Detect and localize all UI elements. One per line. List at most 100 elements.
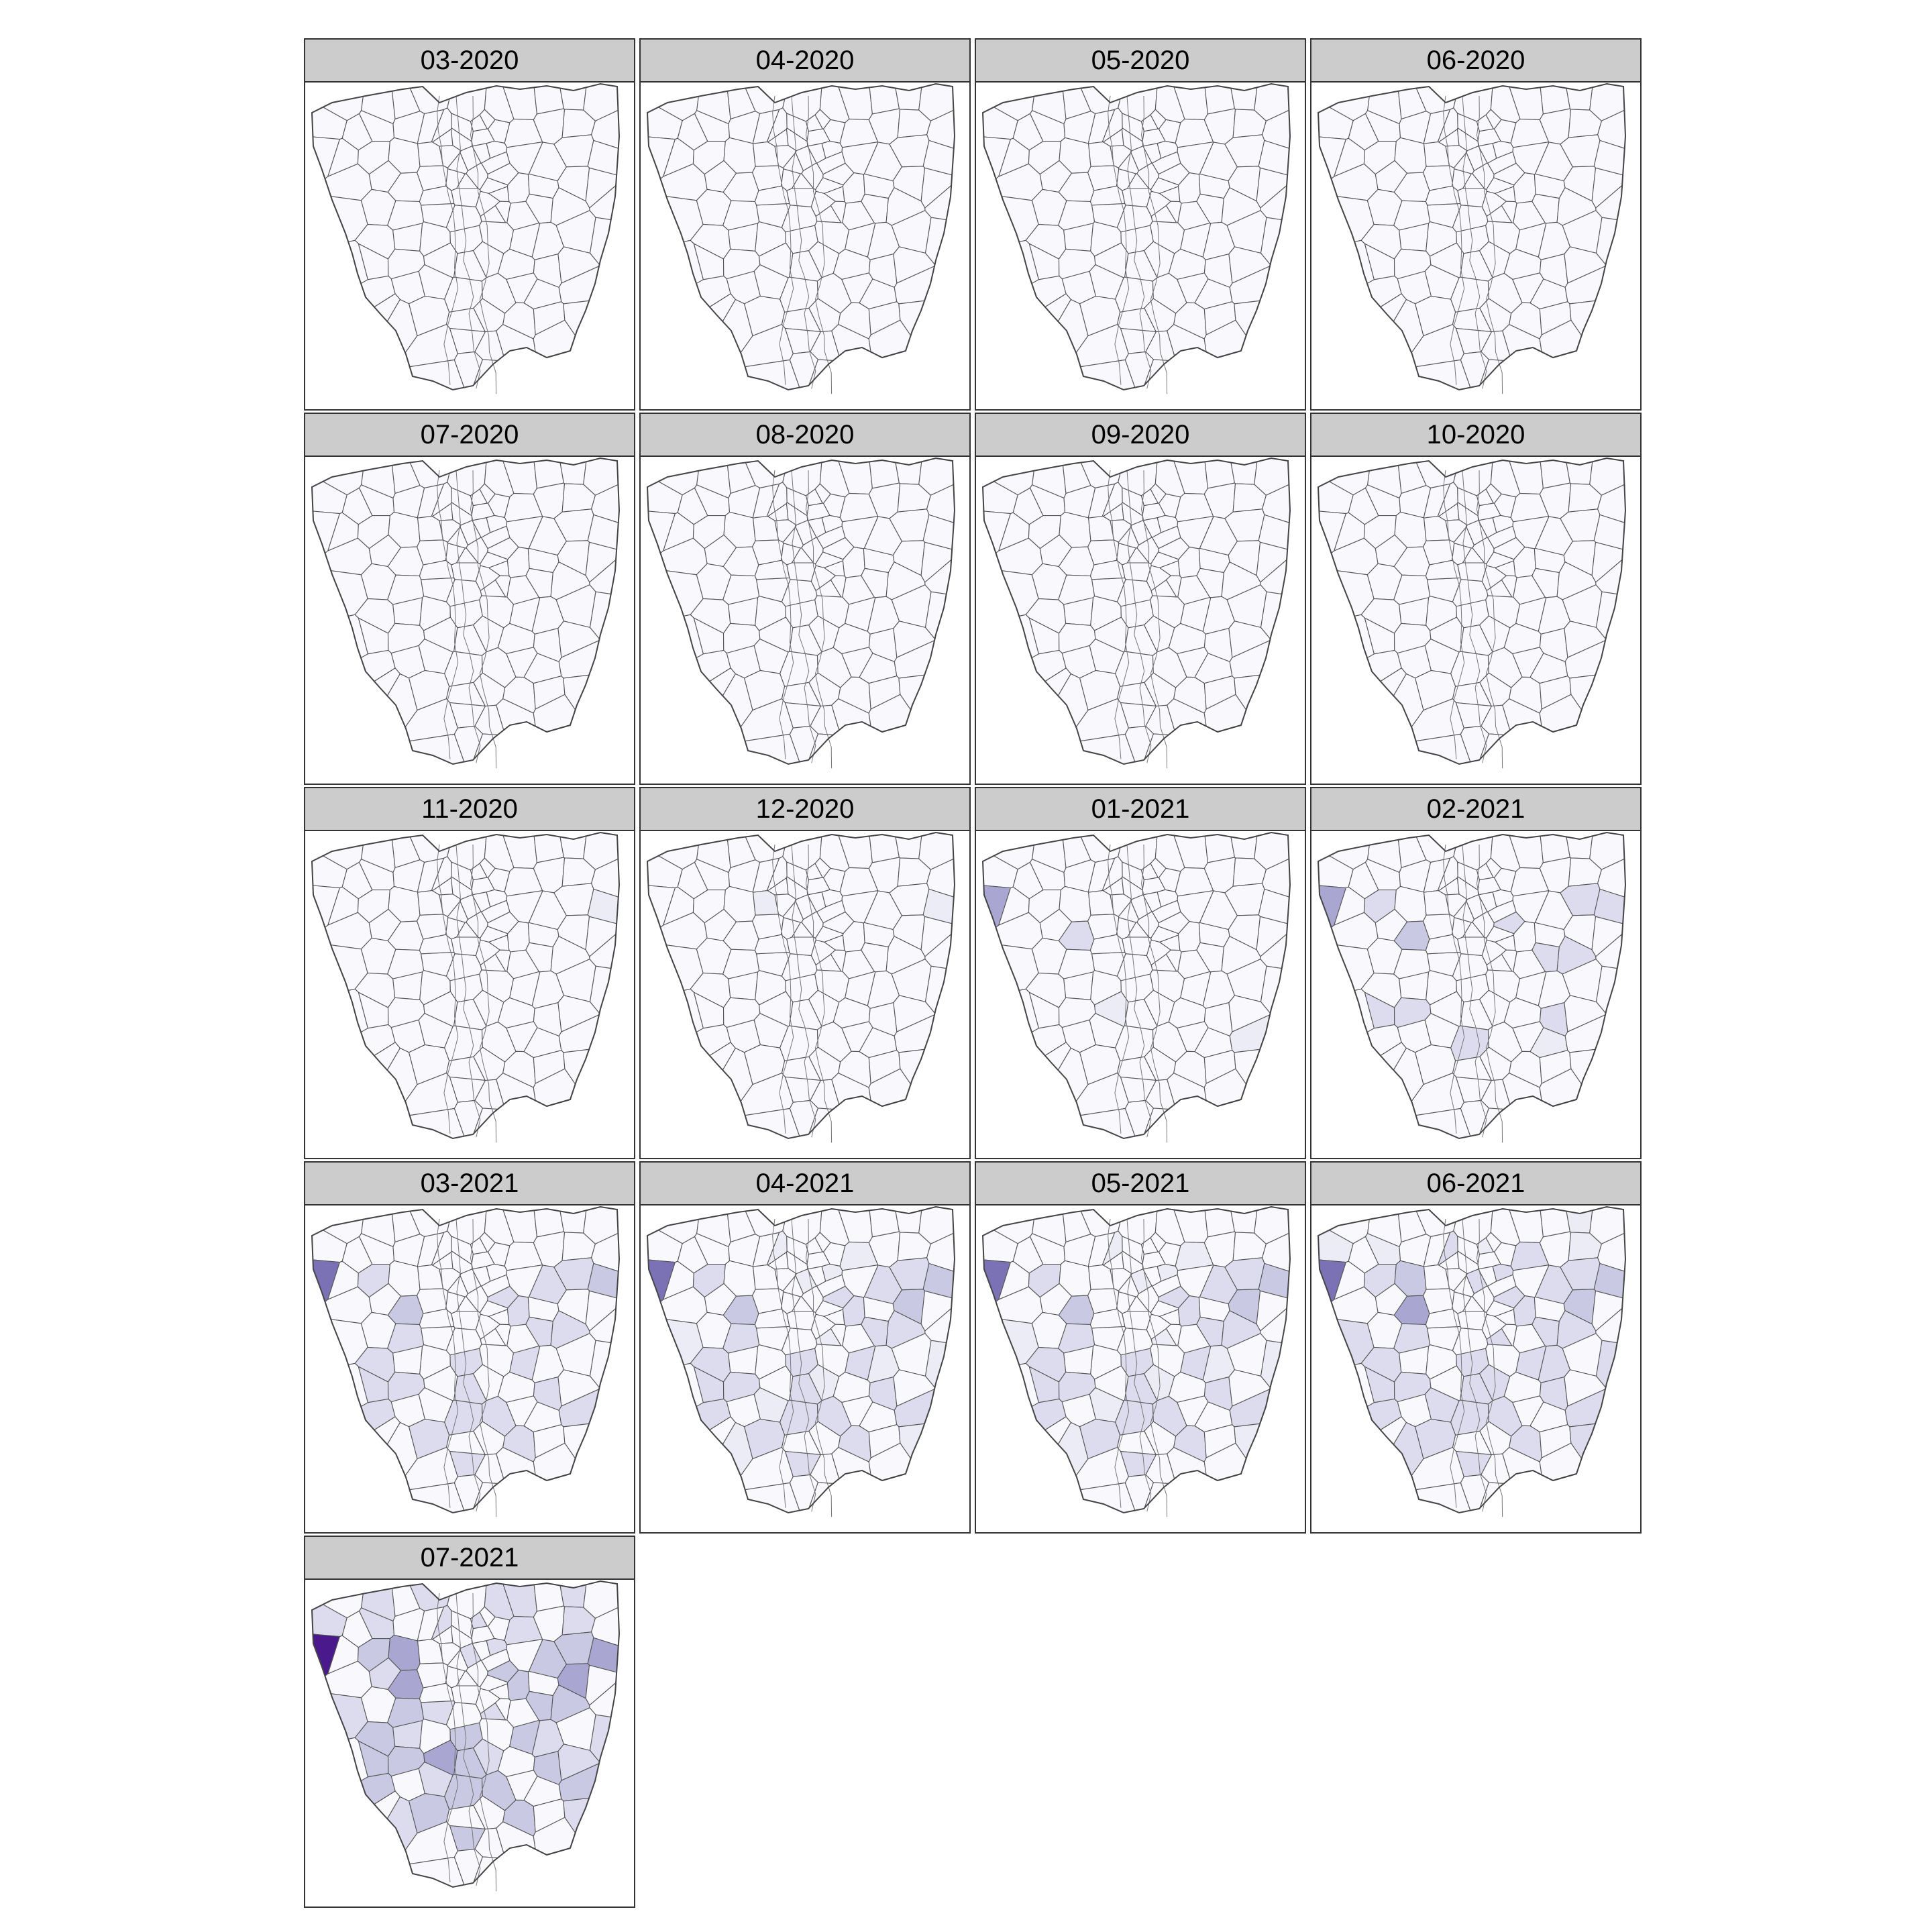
- panel-strip: 01-2021: [976, 788, 1305, 831]
- district-polygon: [480, 151, 511, 175]
- panel-label: 10-2020: [1426, 419, 1525, 449]
- district-polygon: [791, 1296, 814, 1312]
- district-polygon: [786, 936, 816, 956]
- panel-strip: 04-2021: [641, 1163, 969, 1205]
- district-polygon: [786, 876, 808, 900]
- region-outline: [981, 457, 1291, 765]
- map-panel: 04-2020: [639, 38, 971, 411]
- road-line: [1476, 470, 1503, 769]
- road-line: [1476, 95, 1503, 394]
- map-panel: 07-2021: [304, 1536, 635, 1908]
- panel-strip: 05-2021: [976, 1163, 1305, 1205]
- district-polygon: [1121, 876, 1144, 900]
- district-polygon: [791, 547, 814, 564]
- district-polygon: [823, 1309, 845, 1326]
- road-line: [772, 95, 794, 385]
- district-polygon: [1122, 1311, 1152, 1330]
- district-polygon: [1122, 936, 1152, 956]
- road-line: [455, 1218, 481, 1512]
- panel-strip: 08-2020: [641, 414, 969, 457]
- choropleth-map: [311, 1205, 621, 1517]
- panel-strip: 03-2021: [305, 1163, 634, 1205]
- road-line: [1140, 1218, 1168, 1517]
- map-panel: 09-2020: [975, 413, 1306, 785]
- district-polygon: [1122, 188, 1152, 207]
- panel-strip: 09-2020: [976, 414, 1305, 457]
- choropleth-map: [1317, 831, 1627, 1143]
- district-polygon: [488, 560, 510, 577]
- district-polygon: [1126, 922, 1150, 938]
- panel-strip: 06-2020: [1311, 40, 1640, 83]
- road-line: [1140, 470, 1168, 769]
- district-polygon: [419, 559, 455, 580]
- district-polygon: [786, 1250, 808, 1275]
- region-outline: [311, 83, 621, 391]
- district-polygon: [1159, 1309, 1181, 1326]
- panel-label: 04-2020: [755, 45, 855, 75]
- district-polygon: [1425, 185, 1461, 206]
- road-line: [1108, 844, 1130, 1134]
- panel-label: 04-2021: [755, 1168, 855, 1198]
- panel-label: 07-2020: [420, 419, 519, 449]
- district-polygon: [816, 525, 846, 549]
- choropleth-map: [1317, 1205, 1627, 1517]
- district-polygon: [786, 502, 808, 526]
- map-panel: 11-2020: [304, 787, 635, 1159]
- road-line: [437, 470, 459, 759]
- choropleth-map: [311, 83, 621, 394]
- district-polygon: [1487, 151, 1517, 175]
- panel-label: 05-2021: [1091, 1168, 1190, 1198]
- district-polygon: [1494, 560, 1516, 577]
- panel-label: 02-2021: [1426, 794, 1525, 824]
- road-line: [437, 1593, 459, 1882]
- district-polygon: [480, 1648, 511, 1672]
- district-polygon: [816, 151, 846, 175]
- road-line: [1140, 844, 1168, 1143]
- panel-strip: 02-2021: [1311, 788, 1640, 831]
- choropleth-map: [311, 1580, 621, 1892]
- panel-label: 11-2020: [421, 794, 518, 824]
- road-line: [791, 844, 816, 1138]
- road-line: [1443, 1218, 1465, 1508]
- district-polygon: [1159, 186, 1181, 203]
- road-line: [805, 95, 833, 394]
- district-polygon: [1089, 185, 1126, 206]
- road-line: [1140, 95, 1168, 394]
- district-polygon: [419, 1308, 455, 1329]
- panel-label: 08-2020: [755, 419, 855, 449]
- road-line: [1462, 1218, 1487, 1512]
- region-outline: [1317, 831, 1627, 1140]
- choropleth-map: [1317, 457, 1627, 769]
- district-polygon: [754, 934, 790, 955]
- map-panel: 01-2021: [975, 787, 1306, 1159]
- district-polygon: [419, 934, 455, 955]
- district-polygon: [1126, 1296, 1150, 1312]
- map-panel: 04-2021: [639, 1161, 971, 1534]
- map-panel: 06-2020: [1310, 38, 1642, 411]
- district-polygon: [450, 1625, 473, 1649]
- district-polygon: [455, 547, 479, 564]
- district-polygon: [451, 188, 481, 207]
- panel-strip: 07-2021: [305, 1537, 634, 1580]
- road-line: [437, 844, 459, 1134]
- district-polygon: [1159, 934, 1181, 951]
- road-line: [455, 470, 481, 763]
- panel-label: 09-2020: [1091, 419, 1190, 449]
- map-panel: 02-2021: [1310, 787, 1642, 1159]
- road-line: [1443, 844, 1465, 1134]
- district-polygon: [1494, 186, 1516, 203]
- choropleth-map: [981, 1205, 1291, 1517]
- choropleth-map: [311, 831, 621, 1143]
- district-polygon: [754, 1308, 790, 1329]
- map-panel: 06-2021: [1310, 1161, 1642, 1534]
- district-polygon: [1457, 188, 1487, 207]
- district-polygon: [1456, 502, 1479, 526]
- district-polygon: [1089, 559, 1126, 580]
- choropleth-map: [646, 83, 956, 394]
- road-line: [772, 844, 794, 1134]
- district-polygon: [786, 127, 808, 152]
- panel-label: 01-2021: [1091, 794, 1190, 824]
- map-panel: 08-2020: [639, 413, 971, 785]
- road-line: [791, 470, 816, 763]
- map-panel: 07-2020: [304, 413, 635, 785]
